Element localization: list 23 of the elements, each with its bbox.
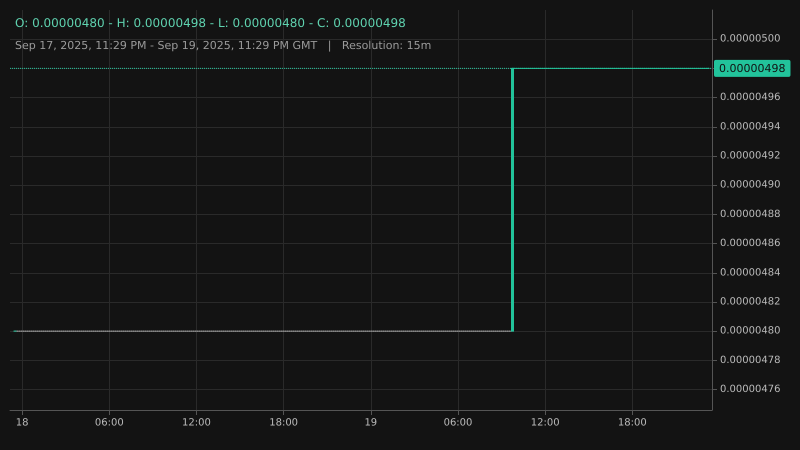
y-tick-label: 0.00000478 [720,354,780,366]
x-tick-label: 06:00 [94,418,124,428]
x-tick-label: 12:00 [182,418,211,428]
x-tick-label: 18:00 [269,418,298,428]
y-tick-label: 0.00000492 [720,150,780,162]
x-tick-label: 18:00 [618,418,647,428]
y-tick-label: 0.00000490 [720,180,780,191]
y-tick-label: 0.00000500 [720,34,780,45]
y-tick-label: 0.00000476 [720,384,780,396]
y-tick-label: 0.00000482 [720,296,780,308]
text: O: 0.00000480 - H: 0.00000498 - L: 0.00000480 - C: 0.00000498 [15,16,406,30]
y-tick-label: 0.00000496 [720,92,780,104]
y-tick-label: 0.00000486 [720,238,780,250]
y-tick-label: 0.00000480 [720,326,780,337]
y-tick-label: 0.00000484 [720,267,780,278]
ref-line-label: 0.00000498 [719,62,786,75]
text: Sep 17, 2025, 11:29 PM - Sep 19, 2025, 11:29 PM GMT | Resolution: 15m [15,39,432,52]
x-tick-label: 06:00 [444,418,472,428]
x-tick-label: 19 [364,418,378,428]
x-tick-label: 12:00 [530,418,560,428]
y-tick-label: 0.00000488 [720,208,780,220]
x-tick-label: 18 [16,418,28,428]
y-tick-label: 0.00000494 [720,121,780,132]
